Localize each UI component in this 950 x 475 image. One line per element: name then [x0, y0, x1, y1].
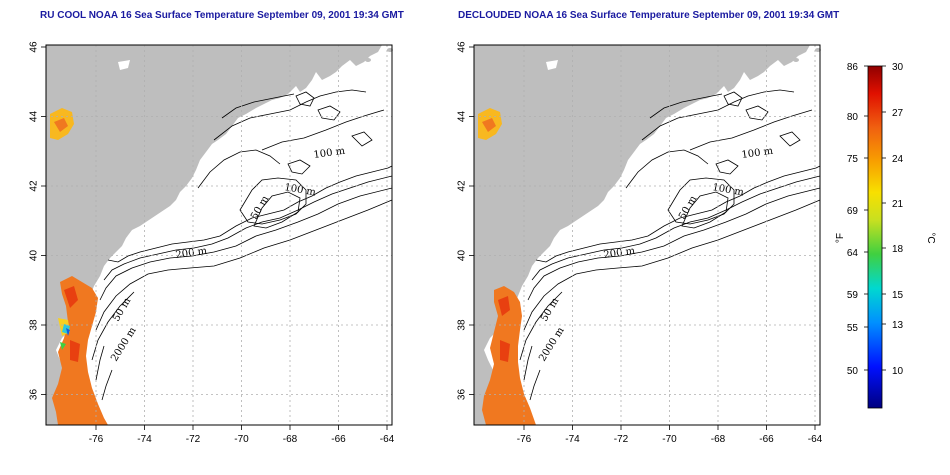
fahrenheit-tick-label: 59 [847, 290, 859, 301]
x-tick-label: -68 [283, 434, 298, 445]
colorbar-gradient [867, 65, 883, 409]
x-tick-label: -76 [89, 434, 104, 445]
fahrenheit-axis-label: °F [835, 233, 846, 243]
sst-coastal-data [482, 286, 536, 425]
y-tick-label: 46 [29, 41, 40, 53]
y-tick-label: 44 [457, 111, 468, 123]
y-tick-label: 36 [457, 389, 468, 401]
x-tick-label: -64 [808, 434, 823, 445]
y-tick-label: 38 [29, 319, 40, 331]
x-tick-label: -66 [331, 434, 346, 445]
contour-label-100m-a: 100 m [313, 146, 346, 161]
right-map-title: DECLOUDED NOAA 16 Sea Surface Temperatur… [458, 10, 840, 21]
temperature-colorbar: 86 80 75 69 64 59 55 50 30 27 24 21 18 15 13 10 °F °C [835, 62, 936, 409]
y-tick-label: 44 [29, 111, 40, 123]
y-tick-label: 40 [29, 250, 40, 262]
y-tick-label: 42 [457, 180, 468, 192]
x-tick-label: -70 [662, 434, 677, 445]
map-frame [45, 44, 393, 426]
celsius-tick-label: 13 [892, 320, 904, 331]
celsius-tick-label: 30 [892, 62, 904, 73]
map-frame [473, 44, 821, 426]
x-tick-label: -72 [186, 434, 201, 445]
contour-label-200m: 200 m [603, 246, 636, 261]
celsius-tick-label: 24 [892, 154, 904, 165]
celsius-tick-label: 27 [892, 108, 904, 119]
contour-label-200m: 200 m [175, 246, 208, 261]
x-tick-label: -68 [711, 434, 726, 445]
land-mass [474, 45, 810, 425]
fahrenheit-tick-label: 64 [847, 248, 859, 259]
bathymetry-contours [519, 89, 821, 401]
y-tick-label: 36 [29, 389, 40, 401]
celsius-tick-label: 18 [892, 244, 904, 255]
fahrenheit-tick-label: 50 [847, 366, 859, 377]
x-tick-label: -72 [614, 434, 629, 445]
x-tick-label: -70 [234, 434, 249, 445]
left-map: 100 m 100 m 50 m 200 m 50 m 2000 m [46, 45, 393, 425]
fahrenheit-tick-label: 69 [847, 206, 859, 217]
x-tick-label: -66 [759, 434, 774, 445]
x-tick-label: -74 [565, 434, 580, 445]
celsius-tick-label: 10 [892, 366, 904, 377]
x-tick-label: -64 [380, 434, 395, 445]
fahrenheit-tick-label: 86 [847, 62, 859, 73]
celsius-axis-label: °C [925, 232, 936, 243]
y-tick-label: 40 [457, 250, 468, 262]
celsius-tick-label: 15 [892, 290, 904, 301]
y-tick-label: 42 [29, 180, 40, 192]
y-tick-label: 46 [457, 41, 468, 53]
fahrenheit-tick-label: 55 [847, 323, 859, 334]
fahrenheit-tick-label: 80 [847, 112, 859, 123]
land-mass [46, 45, 382, 425]
x-tick-label: -74 [137, 434, 152, 445]
contour-label-100m-a: 100 m [741, 146, 774, 161]
left-map-title: RU COOL NOAA 16 Sea Surface Temperature … [40, 10, 404, 21]
celsius-tick-label: 21 [892, 199, 904, 210]
fahrenheit-tick-label: 75 [847, 154, 859, 165]
x-tick-label: -76 [517, 434, 532, 445]
right-map: 100 m 100 m 50 m 200 m 50 m 2000 m [474, 45, 821, 425]
y-tick-label: 38 [457, 319, 468, 331]
sst-coastal-data [52, 276, 108, 425]
